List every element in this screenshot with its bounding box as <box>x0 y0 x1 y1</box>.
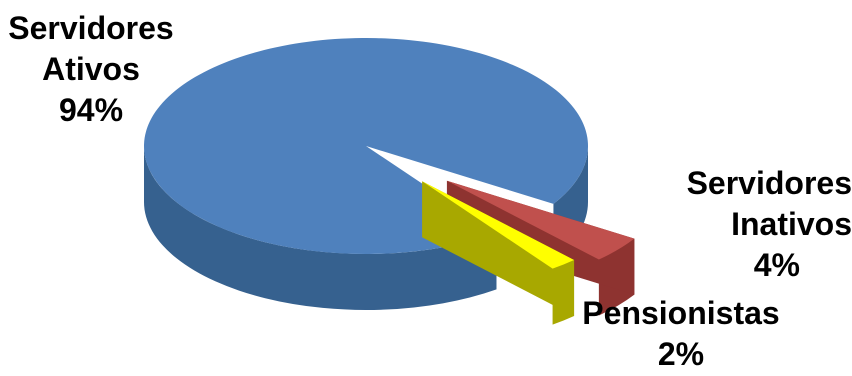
slice-pensionistas-top <box>422 181 575 269</box>
slice-pensionistas-cut-face <box>422 181 575 316</box>
label-inativos-line1: Servidores <box>686 165 852 201</box>
slice-label-servidores-ativos: Servidores Ativos 94% <box>0 8 182 131</box>
label-inativos-pct: 4% <box>753 247 800 283</box>
slice-servidores-ativos-side-0 <box>144 146 497 310</box>
label-pens-line1: Pensionistas <box>582 295 780 331</box>
slice-label-servidores-inativos: Servidores Inativos 4% <box>676 163 852 286</box>
slice-label-pensionistas: Pensionistas 2% <box>570 293 792 375</box>
label-ativos-line1: Servidores <box>8 10 174 46</box>
slice-servidores-ativos-top <box>144 38 589 255</box>
label-pens-pct: 2% <box>657 336 705 372</box>
label-inativos-line2: Inativos <box>731 206 852 242</box>
slice-servidores-inativos-cut-face <box>446 180 635 295</box>
label-ativos-pct: 94% <box>58 92 124 128</box>
slice-servidores-inativos-top <box>446 180 635 260</box>
label-ativos-line2: Ativos <box>42 51 140 87</box>
